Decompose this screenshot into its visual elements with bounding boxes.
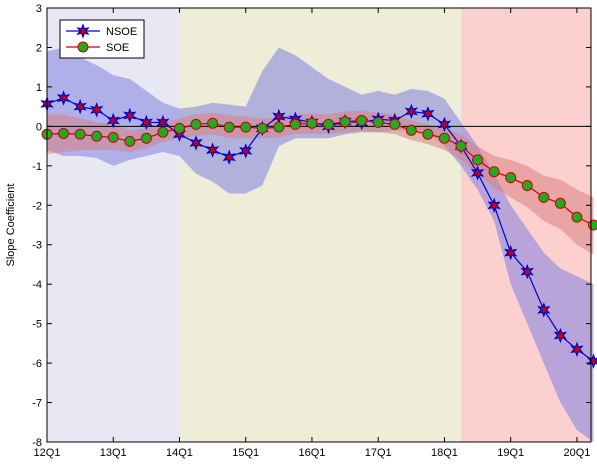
- x-tick-label: 17Q1: [365, 447, 392, 459]
- point-soe-13: [256, 122, 268, 134]
- point-soe-24: [438, 132, 450, 144]
- y-tick-label: -3: [32, 240, 42, 252]
- point-nsoe-32: [570, 341, 584, 358]
- point-soe-16: [306, 117, 318, 129]
- point-nsoe-23: [421, 106, 435, 122]
- y-tick-label: -1: [32, 161, 42, 173]
- y-tick-label: 0: [36, 121, 42, 133]
- point-nsoe-1: [56, 90, 71, 106]
- point-soe-8: [173, 122, 185, 134]
- point-nsoe-9: [189, 135, 203, 151]
- y-tick-label: 1: [36, 82, 42, 94]
- point-nsoe-31: [553, 327, 568, 344]
- point-nsoe-5: [123, 107, 137, 124]
- series-lines: [46, 97, 594, 362]
- x-tick-label: 18Q1: [431, 447, 458, 459]
- point-nsoe-3: [89, 102, 104, 118]
- point-nsoe-26: [470, 165, 485, 181]
- point-soe-3: [91, 130, 103, 142]
- point-nsoe-6: [139, 114, 154, 131]
- y-tick-label: -6: [32, 358, 42, 370]
- x-tick-label: 14Q1: [166, 447, 193, 459]
- point-soe-4: [107, 131, 119, 143]
- point-nsoe-27: [487, 197, 501, 214]
- point-nsoe-22: [404, 103, 419, 120]
- point-soe-1: [58, 127, 70, 139]
- legend-label-soe: SOE: [106, 42, 129, 54]
- point-soe-32: [571, 211, 583, 223]
- point-soe-22: [405, 124, 417, 136]
- point-nsoe-33: [586, 353, 597, 369]
- point-nsoe-8: [172, 126, 187, 142]
- point-nsoe-12: [239, 143, 253, 159]
- point-soe-25: [455, 140, 467, 152]
- y-axis-title: Slope Coefficient: [5, 184, 17, 267]
- point-soe-29: [521, 180, 533, 192]
- point-soe-28: [505, 172, 517, 184]
- legend-box: [59, 19, 145, 59]
- y-tick-label: -7: [32, 398, 42, 410]
- point-nsoe-11: [222, 149, 236, 165]
- point-nsoe-4: [106, 112, 120, 129]
- x-tick-label: 19Q1: [497, 447, 524, 459]
- legend-marker-soe: [77, 41, 89, 53]
- point-soe-6: [140, 132, 152, 144]
- point-nsoe-30: [537, 302, 551, 318]
- shaded-period-1: [179, 8, 462, 442]
- point-soe-18: [339, 116, 351, 128]
- point-soe-12: [240, 121, 252, 133]
- point-nsoe-24: [437, 116, 452, 133]
- legend-marker-nsoe: [76, 23, 90, 39]
- y-tick-label: 2: [36, 42, 42, 54]
- point-soe-20: [372, 116, 384, 128]
- legend-items: NSOE SOE: [66, 23, 137, 54]
- x-tick-label: 20Q1: [563, 447, 590, 459]
- point-soe-21: [389, 118, 401, 130]
- point-soe-27: [488, 166, 500, 178]
- x-tick-label: 15Q1: [232, 447, 259, 459]
- x-tick-label: 13Q1: [100, 447, 127, 459]
- line-soe: [46, 119, 594, 226]
- point-soe-33: [587, 219, 597, 231]
- y-tick-label: -8: [32, 437, 42, 449]
- point-nsoe-10: [205, 142, 220, 158]
- point-soe-10: [207, 117, 219, 129]
- legend: NSOE SOE: [59, 19, 145, 59]
- point-nsoe-2: [73, 98, 87, 115]
- point-soe-11: [223, 121, 235, 133]
- x-tick-label: 12Q1: [34, 447, 61, 459]
- point-soe-2: [74, 128, 86, 140]
- legend-label-nsoe: NSOE: [106, 26, 137, 38]
- point-nsoe-28: [503, 244, 518, 261]
- point-soe-14: [273, 121, 285, 133]
- y-tick-label: -2: [32, 200, 42, 212]
- y-tick-label: -4: [32, 279, 42, 291]
- y-tick-label: -5: [32, 319, 42, 331]
- point-soe-17: [323, 118, 335, 130]
- plot-frame: [46, 7, 592, 443]
- series-markers: [40, 90, 597, 369]
- point-soe-23: [422, 128, 434, 140]
- y-tick-label: 3: [36, 3, 42, 15]
- point-soe-7: [157, 126, 169, 138]
- point-soe-31: [554, 197, 566, 209]
- point-soe-26: [472, 154, 484, 166]
- point-soe-19: [356, 114, 368, 126]
- point-soe-30: [538, 191, 550, 203]
- point-nsoe-29: [520, 263, 534, 280]
- point-soe-15: [289, 118, 301, 130]
- point-soe-9: [190, 118, 202, 130]
- x-tick-label: 16Q1: [299, 447, 326, 459]
- point-soe-5: [124, 135, 136, 147]
